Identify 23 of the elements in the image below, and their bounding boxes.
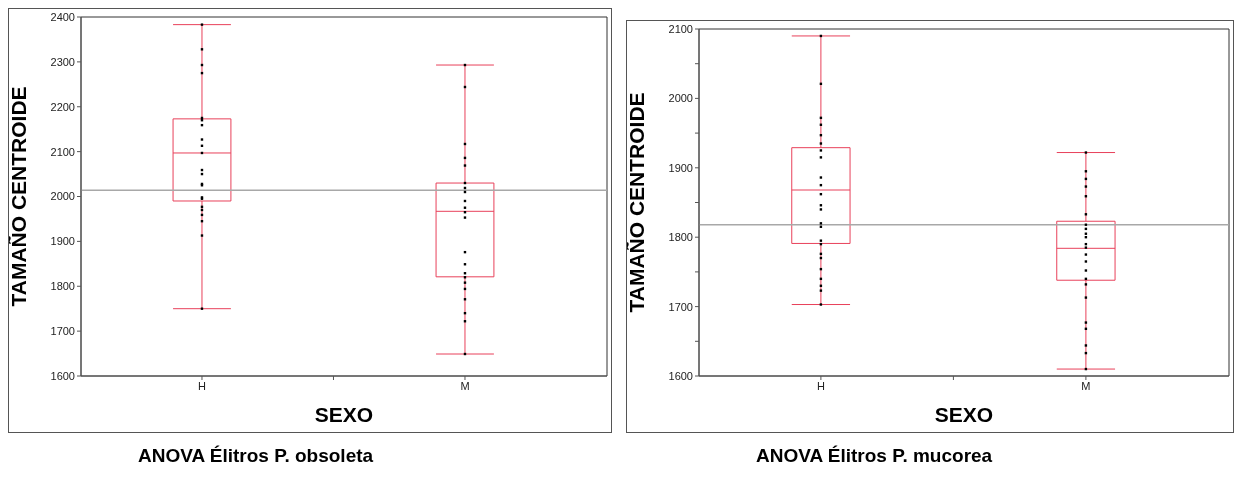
text: ANOVA Élitros P. mucorea — [756, 445, 994, 467]
x-tick-label: H — [198, 379, 206, 392]
y-tick-label: 2400 — [50, 10, 75, 23]
y-tick-label: 2000 — [668, 92, 693, 105]
x-tick-label: M — [460, 379, 470, 392]
y-tick-label: 1900 — [668, 161, 693, 174]
x-axis-title: SEXO — [314, 403, 374, 426]
y-tick-label: 2100 — [668, 22, 693, 35]
text: ANOVA Élitros P. obsoleta — [138, 445, 375, 467]
y-tick-label: 1600 — [668, 369, 693, 382]
x-tick-label: M — [1081, 379, 1091, 392]
y-tick-label: 2200 — [50, 100, 75, 113]
y-tick-label: 1700 — [668, 300, 693, 313]
y-tick-label: 1800 — [668, 231, 693, 244]
y-tick-label: 1600 — [50, 369, 75, 382]
y-tick-label: 1900 — [50, 235, 75, 248]
x-tick-label: H — [816, 379, 825, 392]
y-tick-label: 2000 — [50, 190, 75, 203]
y-tick-label: 2100 — [50, 145, 75, 158]
y-tick-label: 1700 — [50, 325, 75, 338]
x-axis-title: SEXO — [934, 403, 994, 426]
y-tick-label: 1800 — [50, 280, 75, 293]
y-tick-label: 2300 — [50, 55, 75, 68]
